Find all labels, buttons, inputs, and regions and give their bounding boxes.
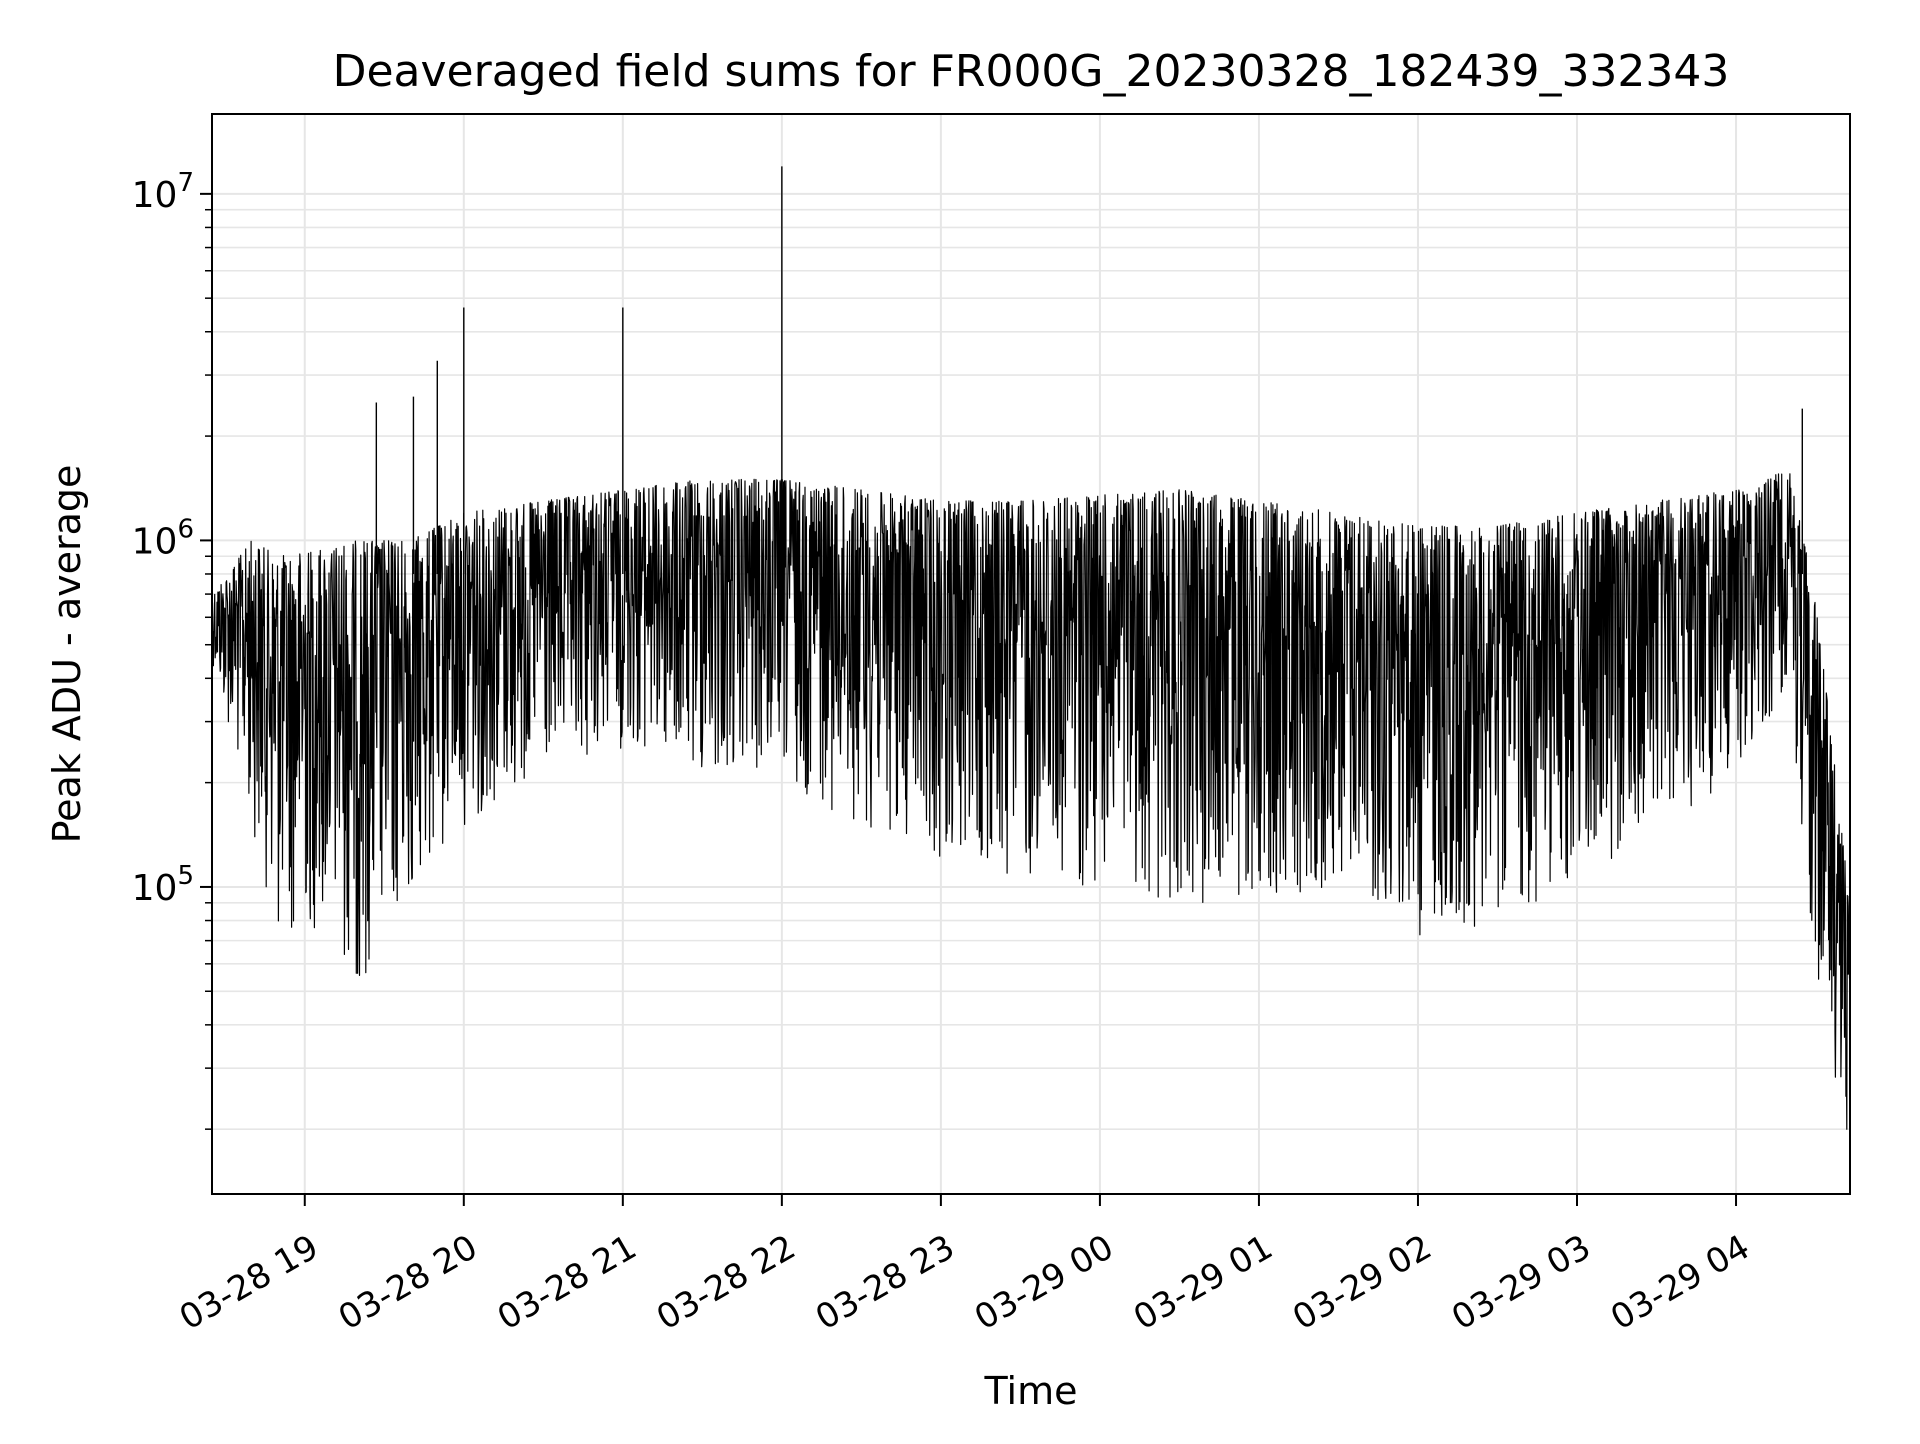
series-line xyxy=(211,166,1851,1130)
chart-title: Deaveraged field sums for FR000G_2023032… xyxy=(333,46,1730,97)
plot-area-frame xyxy=(211,113,1851,1195)
series-trace xyxy=(211,473,1851,1130)
y-tick-label: 106 xyxy=(132,514,194,562)
y-tick-label: 107 xyxy=(132,168,194,216)
y-tick-label: 105 xyxy=(132,861,194,909)
y-axis: 105 106 107 xyxy=(132,168,212,1130)
y-axis-label: Peak ADU - average xyxy=(45,465,89,844)
x-axis-label: Time xyxy=(984,1369,1078,1413)
